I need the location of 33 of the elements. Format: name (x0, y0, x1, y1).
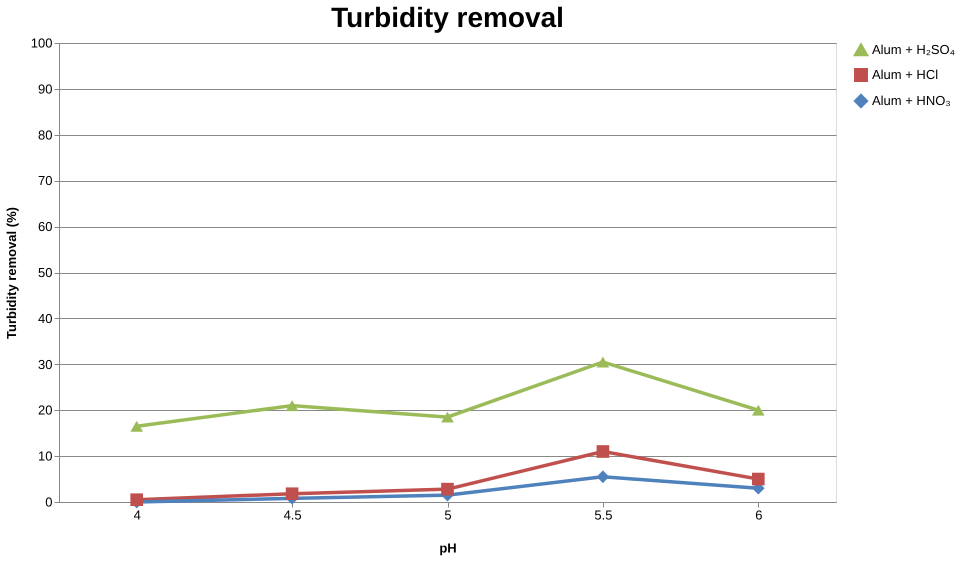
point (286, 400, 298, 412)
x-tick-label: 6 (755, 508, 762, 522)
point (130, 420, 144, 432)
chart-title: Turbidity removal (331, 2, 564, 33)
y-tick-label: 70 (38, 173, 52, 188)
y-tick-label: 30 (38, 356, 52, 372)
point (752, 472, 765, 486)
y-tick-label: 60 (38, 219, 52, 234)
y-axis-title: Turbidity removal (%) (4, 207, 19, 339)
x-tick-label: 4.5 (284, 508, 302, 522)
y-tick-label: 40 (38, 310, 52, 326)
y-tick-label: 0 (45, 494, 52, 510)
legend-label: Alum + H₂SO₄ (872, 42, 955, 57)
y-tick-label: 80 (38, 127, 52, 142)
x-axis-title: pH (439, 540, 457, 556)
point (130, 493, 144, 506)
point (441, 482, 454, 496)
point (752, 404, 765, 416)
y-tick-label: 20 (38, 402, 52, 418)
point (441, 412, 454, 423)
point (596, 445, 610, 458)
point (596, 356, 610, 368)
y-tick-label: 50 (38, 265, 52, 280)
legend-label: Alum + HNO₃ (872, 93, 951, 108)
y-tick-label: 10 (38, 448, 52, 464)
point (596, 470, 610, 484)
y-tick-label: 100 (30, 36, 52, 50)
x-tick-label: 5.5 (594, 508, 612, 522)
y-tick-label: 90 (38, 81, 52, 96)
legend-label: Alum + HCl (872, 67, 938, 82)
x-tick-label: 4 (134, 508, 141, 522)
x-tick-label: 5 (444, 508, 452, 522)
point (286, 487, 298, 500)
